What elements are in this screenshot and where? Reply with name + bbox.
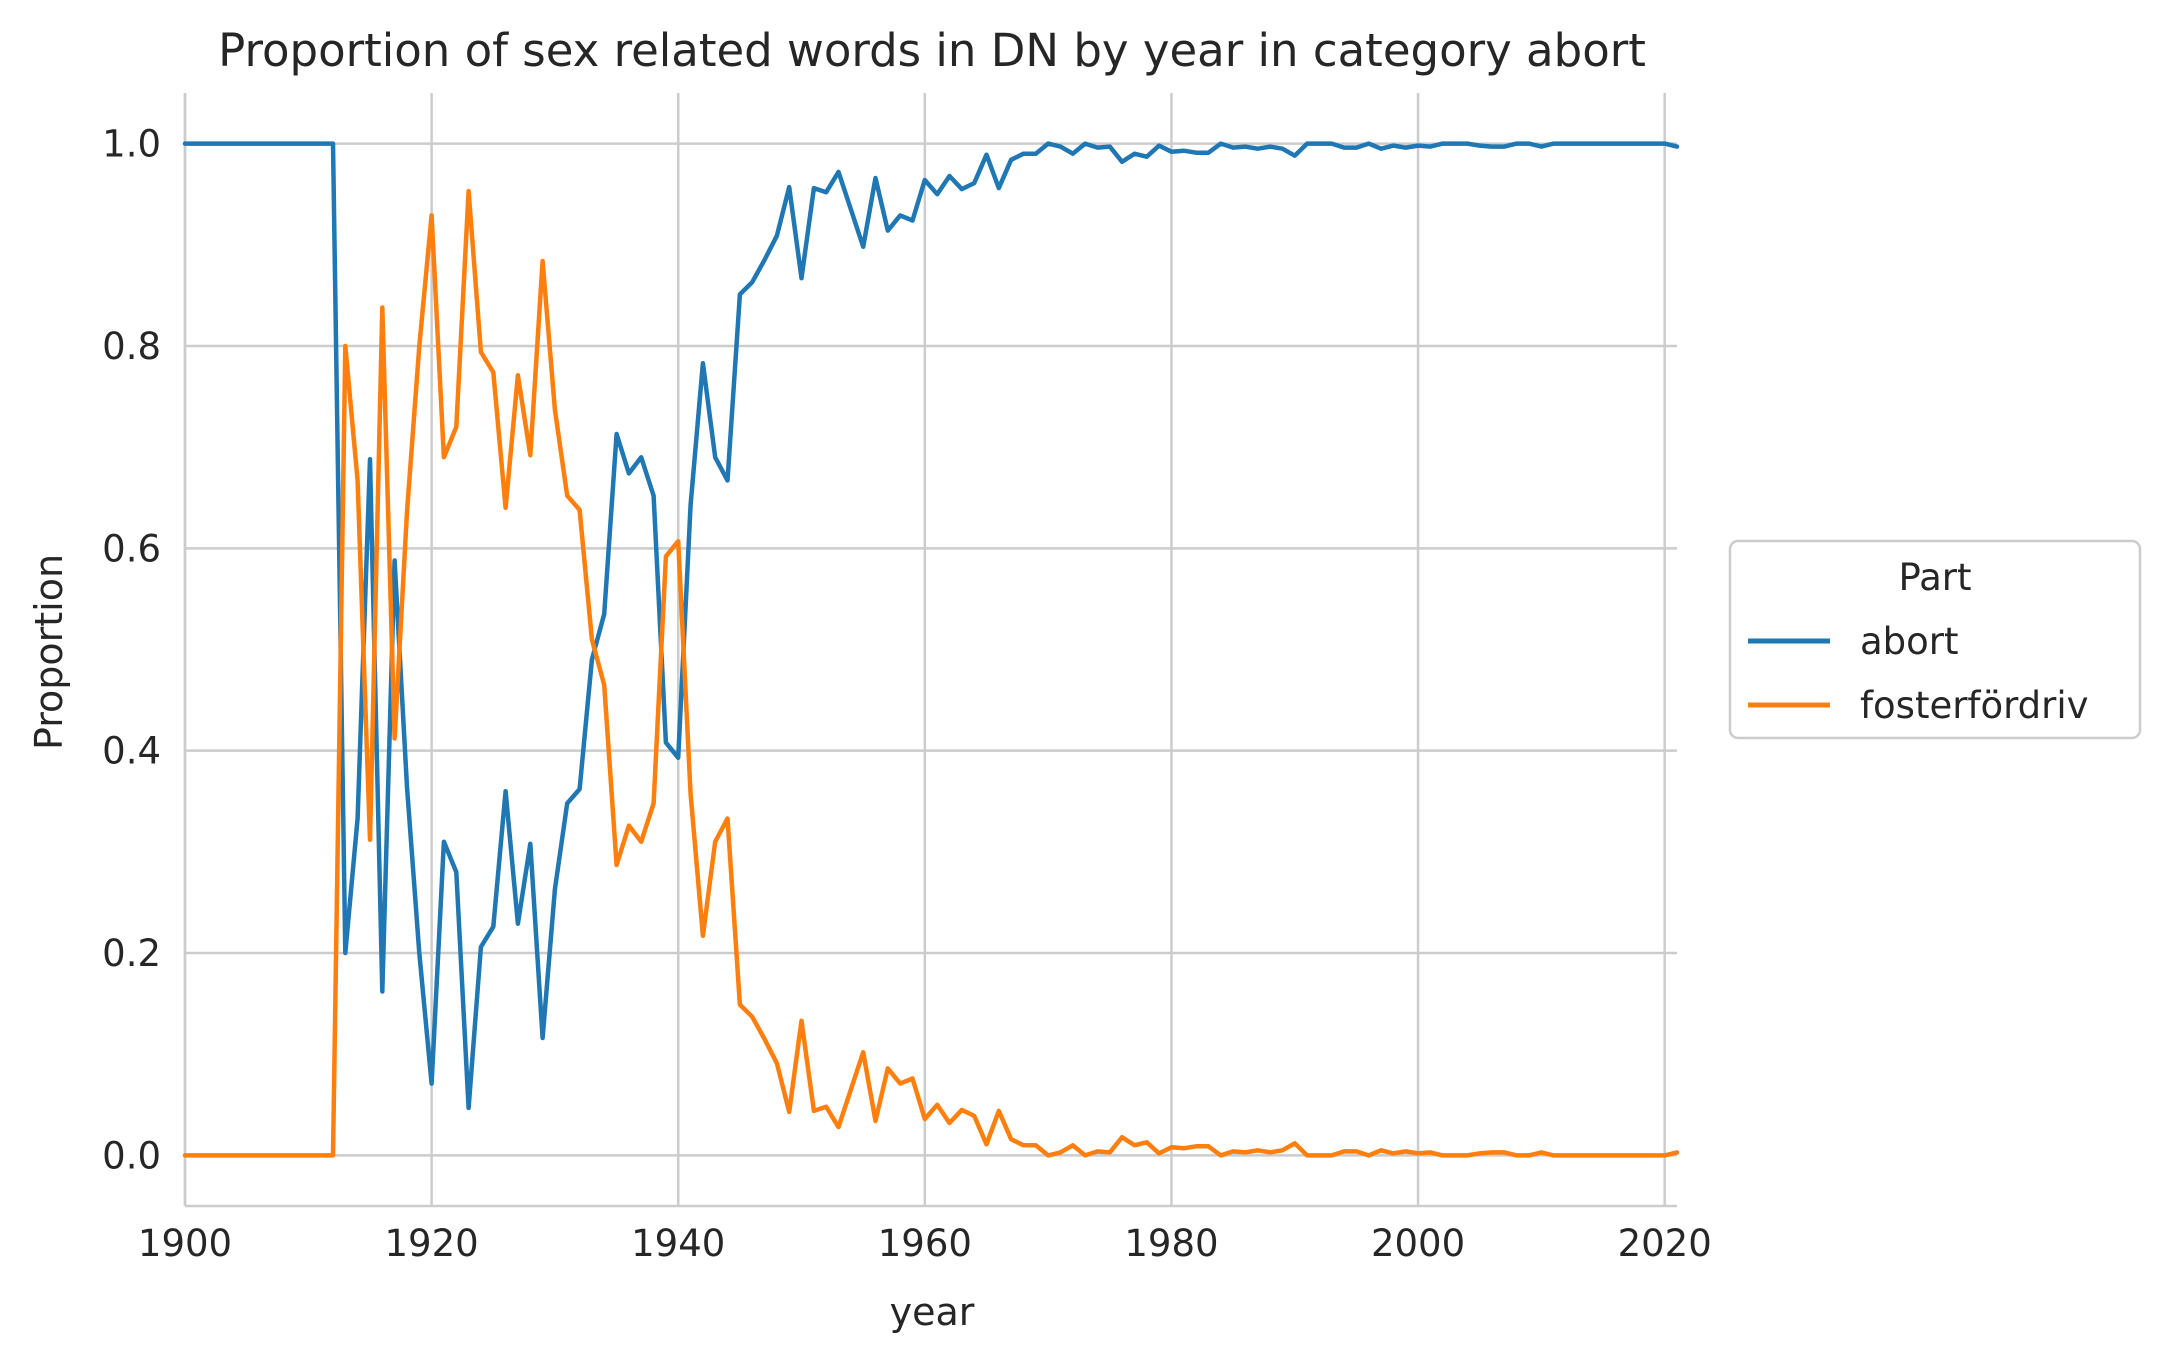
y-tick-label: 0.0 <box>102 1134 161 1177</box>
x-tick-label: 2020 <box>1618 1222 1712 1265</box>
y-tick-label: 0.6 <box>102 527 161 570</box>
tick-labels: 1900 1920 1940 1960 1980 2000 2020 0.0 0.2 0.4 0.6… <box>102 123 1712 1265</box>
series-line-abort <box>182 141 1680 1111</box>
legend-label-fosterfordriv: fosterfördriv <box>1860 684 2089 727</box>
y-axis-label: Proportion <box>27 554 71 750</box>
x-tick-label: 1980 <box>1124 1222 1218 1265</box>
legend: Part abort fosterfördriv <box>1728 539 2142 740</box>
x-axis-label: year <box>890 1290 975 1334</box>
x-tick-label: 1900 <box>138 1222 232 1265</box>
y-tick-label: 0.8 <box>102 325 161 368</box>
y-tick-label: 1.0 <box>102 123 161 166</box>
x-tick-label: 2000 <box>1371 1222 1465 1265</box>
series-line-fosterfordriv <box>182 188 1680 1158</box>
x-tick-label: 1920 <box>385 1222 479 1265</box>
spines <box>183 93 1677 1208</box>
legend-frame <box>1728 539 2142 740</box>
x-tick-label: 1960 <box>878 1222 972 1265</box>
legend-label-abort: abort <box>1860 620 1959 663</box>
y-tick-label: 0.2 <box>102 932 161 975</box>
chart-title: Proportion of sex related words in DN by… <box>218 24 1646 77</box>
x-tick-label: 1940 <box>631 1222 725 1265</box>
grid <box>183 93 1677 1206</box>
plot-lines <box>182 141 1680 1158</box>
y-tick-label: 0.4 <box>102 730 161 773</box>
legend-title: Part <box>1898 556 1971 599</box>
